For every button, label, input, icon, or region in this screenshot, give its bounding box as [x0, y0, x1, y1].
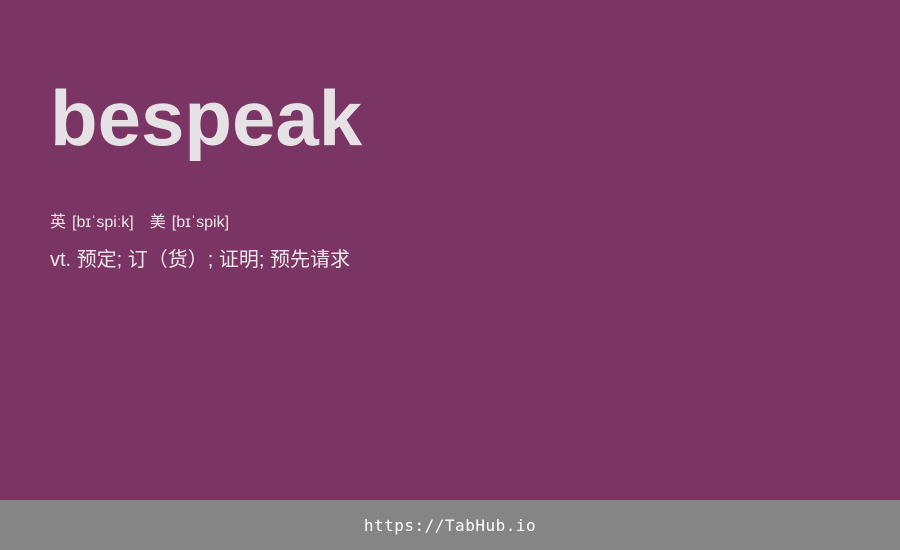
uk-label: 英: [50, 214, 67, 231]
us-pronunciation: [bɪˈspik]: [171, 214, 230, 231]
headword: bespeak: [50, 74, 363, 162]
definition-row: vt. 预定; 订（货）; 证明; 预先请求: [50, 246, 350, 274]
word-card: bespeak 英 [bɪˈspiːk] 美 [bɪˈspik] vt. 预定; 订（…: [50, 74, 363, 274]
footer-bar: https://TabHub.io: [0, 500, 900, 550]
us-label: 美: [149, 214, 166, 231]
tabhub-link[interactable]: https://TabHub.io: [363, 515, 537, 535]
phonetics-row: 英 [bɪˈspiːk] 美 [bɪˈspik]: [50, 212, 229, 234]
uk-pronunciation: [bɪˈspiːk]: [72, 214, 134, 231]
definition-text: 预定; 订（货）; 证明; 预先请求: [76, 249, 351, 271]
part-of-speech: vt.: [50, 249, 72, 271]
